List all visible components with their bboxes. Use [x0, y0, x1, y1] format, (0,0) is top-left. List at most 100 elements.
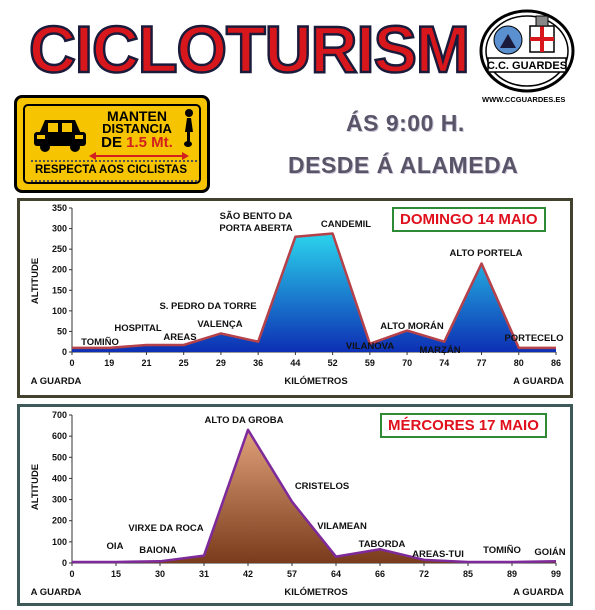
x-tick-label: 74 [439, 358, 449, 368]
sign-divider-bottom [31, 180, 197, 182]
place-label: PORTECELO [504, 333, 563, 344]
place-label: VILAMEAN [317, 521, 367, 532]
y-tick-label: 350 [52, 203, 67, 213]
x-tick-label: 19 [104, 358, 114, 368]
sign-inner-border [23, 104, 201, 184]
y-tick-label: 400 [52, 473, 67, 483]
date-badge-sunday: DOMINGO 14 MAIO [392, 207, 546, 232]
place-label: AREAS [163, 332, 196, 343]
place-label: CRISTELOS [295, 481, 349, 492]
y-tick-label: 150 [52, 285, 67, 295]
place-label: PORTA ABERTA [219, 223, 292, 234]
x-tick-label: 70 [402, 358, 412, 368]
x-tick-label: 86 [551, 358, 561, 368]
club-logo: C.C. GUARDES [479, 9, 575, 93]
x-tick-label: 89 [507, 569, 517, 579]
y-tick-label: 200 [52, 516, 67, 526]
y-tick-label: 100 [52, 306, 67, 316]
x-tick-label: 36 [253, 358, 263, 368]
place-label: ALTO MORÁN [380, 321, 444, 332]
x-axis-label: KILÓMETROS [284, 375, 347, 387]
x-tick-label: 0 [69, 358, 74, 368]
x-tick-label: 85 [463, 569, 473, 579]
y-tick-label: 50 [57, 326, 67, 336]
y-tick-label: 0 [62, 558, 67, 568]
start-place-label: A GUARDA [31, 587, 82, 598]
sign-line-3: DE 1.5 Mt. [87, 134, 187, 151]
x-tick-label: 77 [477, 358, 487, 368]
route-panel-sunday: 0 50 100 150 200 250 300 350 0 19 21 25 29 36 44 52 59 70… [17, 198, 573, 398]
x-tick-label: 59 [365, 358, 375, 368]
sign-line-2: DISTANCIA [102, 121, 172, 136]
sign-line-4: RESPECTA AOS CICLISTAS [34, 164, 188, 176]
safety-sign: MANTEN DISTANCIA DE 1.5 Mt. RESPECTA AOS… [14, 95, 210, 193]
x-tick-label: 30 [155, 569, 165, 579]
cyclist-icon [184, 109, 193, 147]
place-label: CANDEMIL [321, 219, 371, 230]
y-tick-label: 300 [52, 224, 67, 234]
x-tick-label: 52 [328, 358, 338, 368]
x-tick-label: 57 [287, 569, 297, 579]
car-icon [34, 120, 86, 152]
y-tick-label: 100 [52, 537, 67, 547]
x-tick-label: 29 [216, 358, 226, 368]
place-label: ALTO DA GROBA [205, 415, 284, 426]
place-label: VALENÇA [197, 319, 242, 330]
place-label: GOIÁN [534, 547, 565, 558]
place-label: OIA [107, 541, 124, 552]
end-place-label: A GUARDA [513, 376, 564, 387]
x-tick-label: 64 [331, 569, 341, 579]
x-tick-label: 21 [141, 358, 151, 368]
place-label: MARZÁN [419, 345, 460, 356]
place-label: TOMIÑO [81, 337, 119, 348]
club-url[interactable]: WWW.CCGUARDES.ES [482, 95, 566, 104]
start-place-label: A GUARDA [31, 376, 82, 387]
place-label: TOMIÑO [483, 545, 521, 556]
y-axis-label: ALTITUDE [30, 258, 41, 304]
elevation-chart-wednesday: 0 100 200 300 400 500 600 700 0 15 30 31 42 57 64 66 72 8… [30, 410, 566, 598]
x-tick-label: 72 [419, 569, 429, 579]
x-tick-label: 80 [514, 358, 524, 368]
sign-divider-top [31, 160, 197, 162]
sign-line-1: MANTEN [107, 108, 167, 124]
place-label: TABORDA [359, 539, 406, 550]
place-label: VILANOVA [346, 341, 395, 352]
place-label: SÃO BENTO DA [220, 211, 293, 222]
x-tick-label: 44 [290, 358, 300, 368]
end-place-label: A GUARDA [513, 587, 564, 598]
place-label: BAIONA [139, 545, 177, 556]
x-tick-label: 66 [375, 569, 385, 579]
x-tick-label: 99 [551, 569, 561, 579]
y-tick-label: 250 [52, 244, 67, 254]
elevation-line [72, 428, 557, 564]
x-tick-label: 42 [243, 569, 253, 579]
x-tick-label: 31 [199, 569, 209, 579]
date-badge-wednesday: MÉRCORES 17 MAIO [380, 413, 547, 438]
elevation-area [72, 233, 556, 352]
sign-de: DE [101, 134, 122, 151]
elevation-chart-sunday: 0 50 100 150 200 250 300 350 0 19 21 25 29 36 44 52 59 70… [30, 203, 564, 387]
y-tick-label: 300 [52, 495, 67, 505]
place-label: AREAS-TUI [412, 549, 464, 560]
y-tick-label: 0 [62, 347, 67, 357]
start-time: ÁS 9:00 H. [346, 110, 465, 136]
elevation-line [72, 232, 556, 350]
place-label: VIRXE DA ROCA [128, 523, 203, 534]
place-label: S. PEDRO DA TORRE [159, 301, 256, 312]
y-tick-label: 200 [52, 265, 67, 275]
place-label: ALTO PORTELA [449, 248, 522, 259]
route-panel-wednesday: 0 100 200 300 400 500 600 700 0 15 30 31 42 57 64 66 72 8… [17, 404, 573, 606]
sign-distance: 1.5 Mt. [126, 134, 173, 151]
y-tick-label: 700 [52, 410, 67, 420]
y-tick-label: 500 [52, 452, 67, 462]
x-axis-label: KILÓMETROS [284, 586, 347, 598]
y-axis-label: ALTITUDE [30, 464, 41, 510]
arrow-icon [89, 152, 189, 160]
y-tick-label: 600 [52, 431, 67, 441]
x-tick-label: 0 [69, 569, 74, 579]
x-tick-label: 25 [179, 358, 189, 368]
title-text: CICLOTURISM [29, 12, 469, 86]
club-name: C.C. GUARDES [487, 60, 567, 72]
place-label: HOSPITAL [114, 323, 162, 334]
elevation-area [72, 429, 556, 563]
